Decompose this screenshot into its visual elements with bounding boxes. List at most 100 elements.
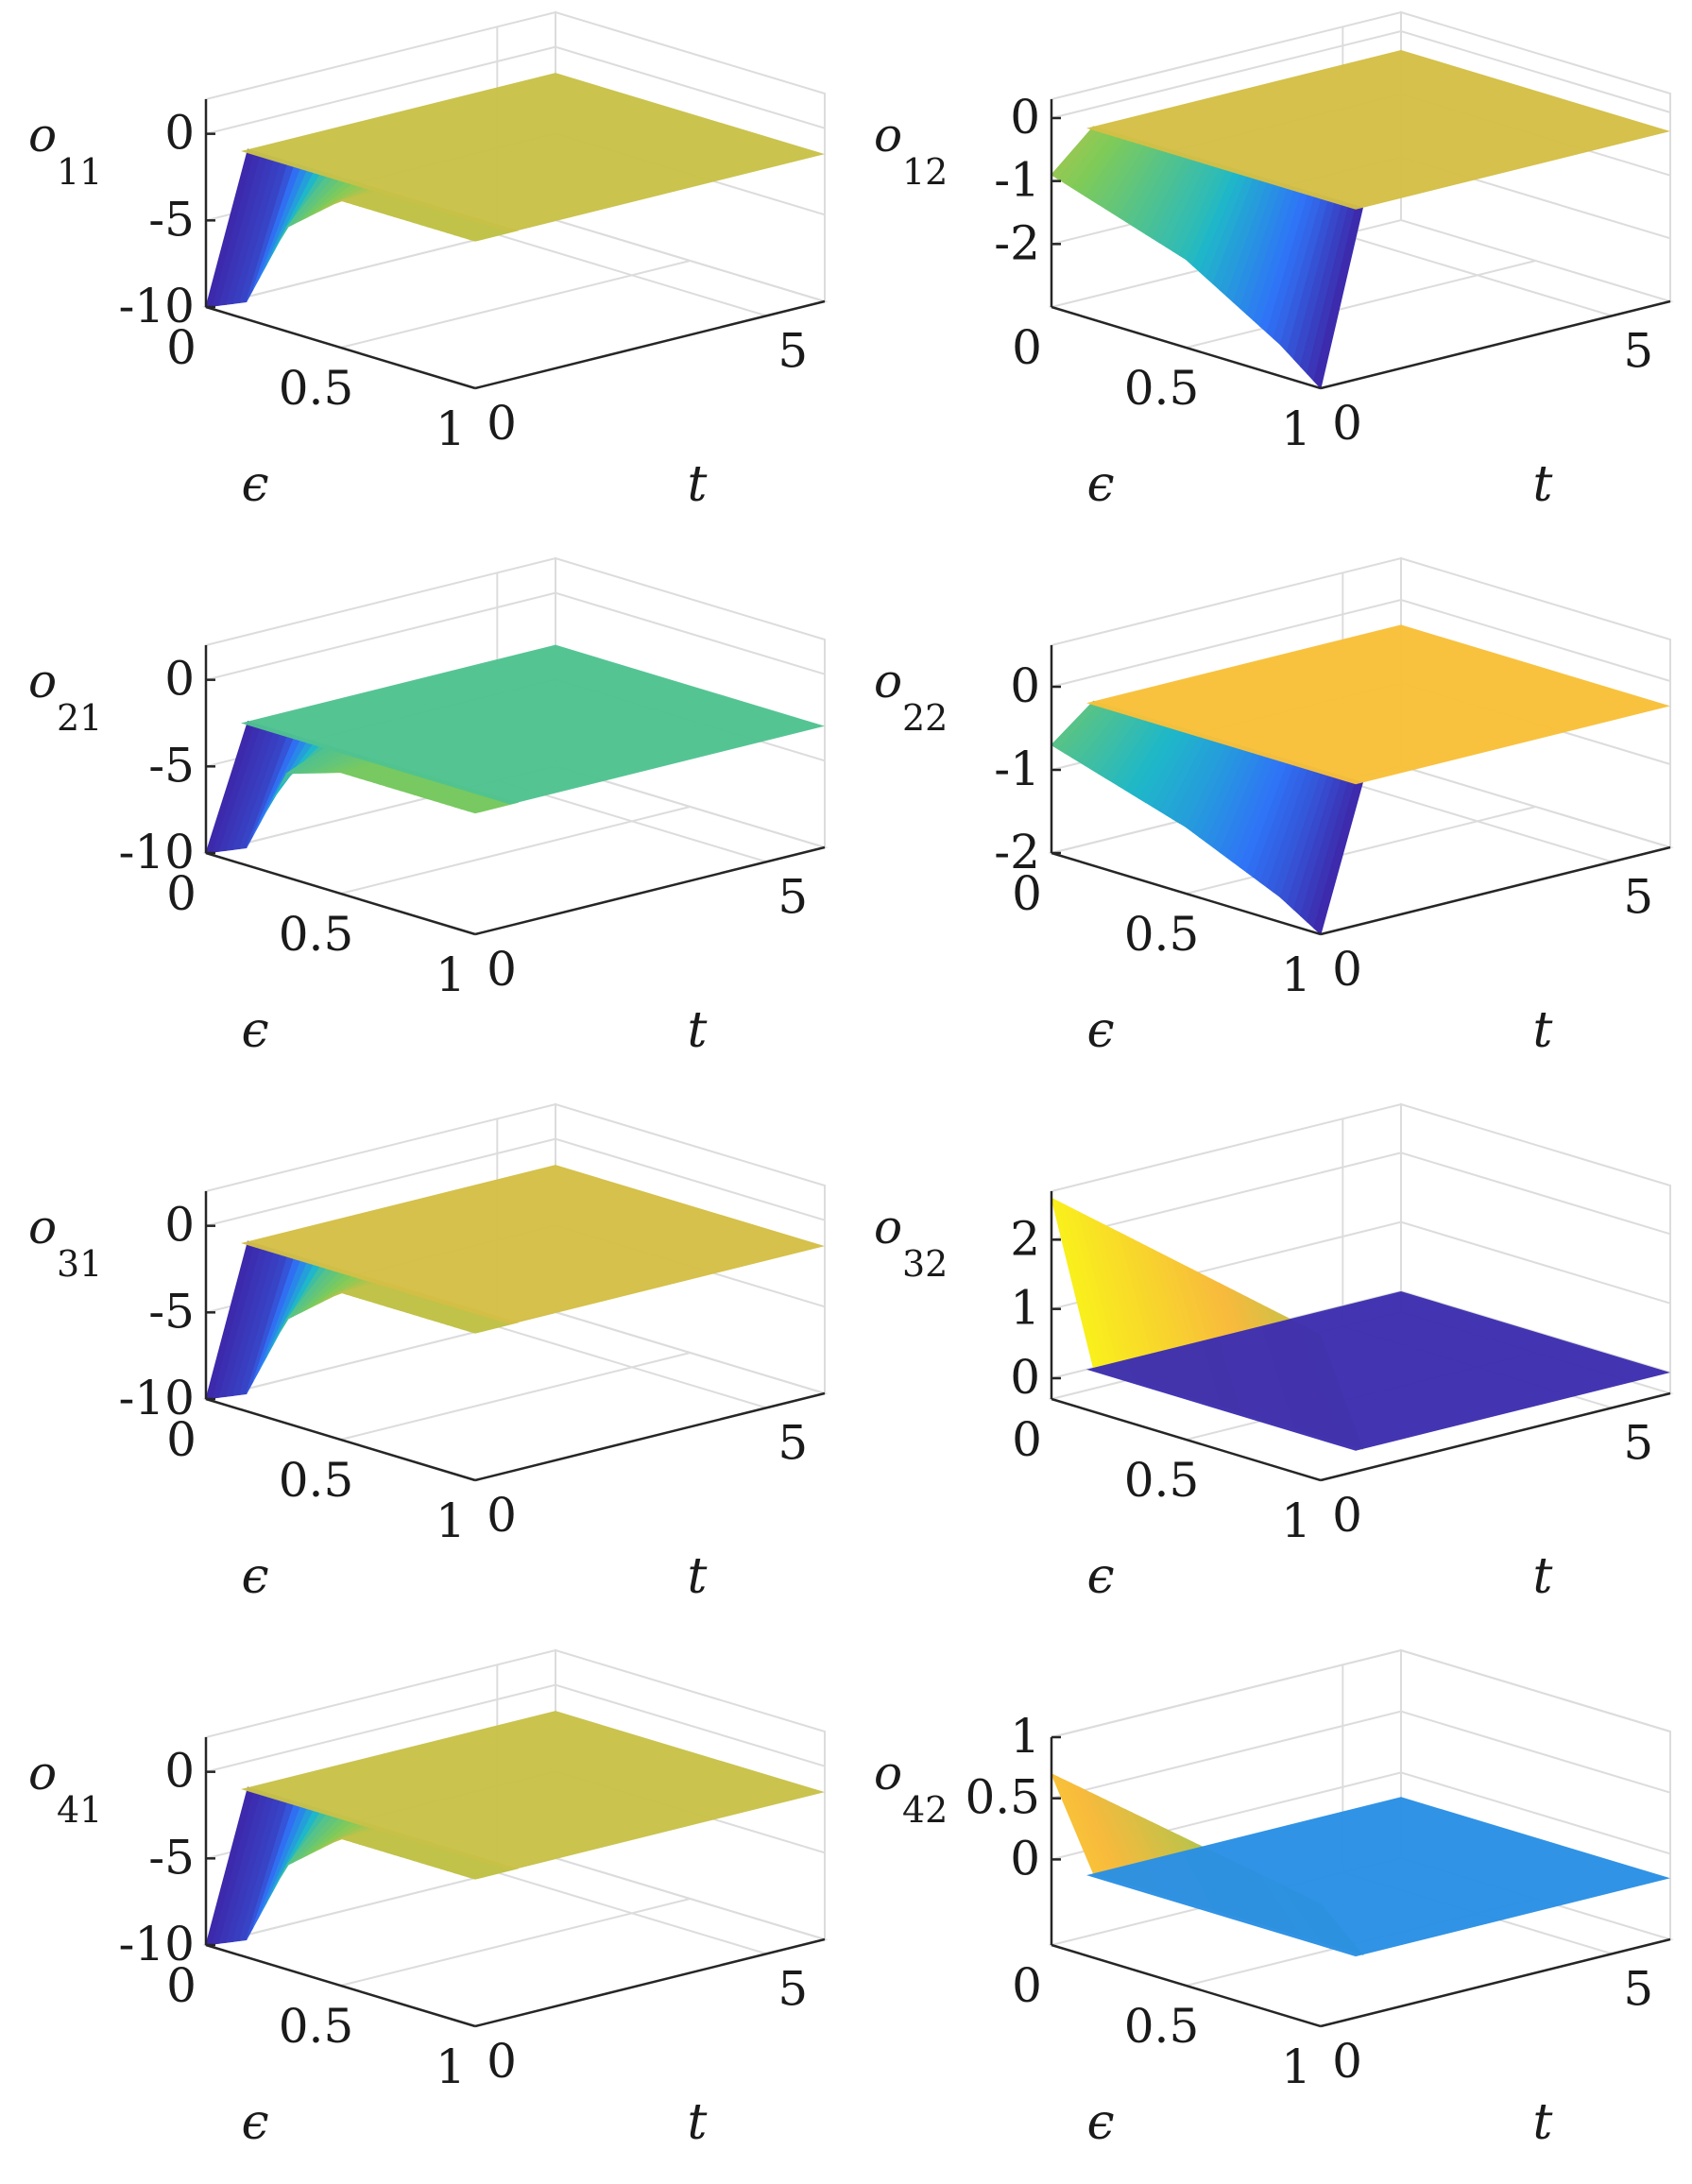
eps-tick-label: 0.5 [1124, 1999, 1200, 2054]
z-axis-label: o [874, 1746, 902, 1800]
floor-grid-line [497, 1325, 767, 1409]
floor-grid-line [340, 1898, 691, 1987]
z-tick-label: -1 [994, 153, 1040, 208]
eps-tick-label: 0 [1012, 866, 1042, 921]
z-tick-label: 0 [164, 106, 195, 161]
t-tick-label: 5 [1623, 1415, 1653, 1470]
wall-grid-line [1051, 598, 1671, 688]
z-tick-label: 0 [164, 1744, 195, 1799]
z-axis-label: o [874, 1200, 902, 1254]
t-axis-label: t [1533, 456, 1553, 513]
t-tick-label: 0 [1332, 396, 1362, 451]
z-tick-label: 0.5 [965, 1770, 1040, 1825]
surface-plateau [1086, 1797, 1670, 1957]
t-axis-label: t [1533, 1548, 1553, 1605]
floor-grid-line [1342, 779, 1613, 863]
z-axis-label-sub: 12 [902, 151, 948, 193]
eps-tick-label: 1 [1281, 2039, 1311, 2094]
t-axis [474, 1391, 826, 1482]
eps-axis-label: ϵ [1086, 456, 1114, 513]
surface-plateau [241, 73, 825, 232]
eps-tick-label: 0 [166, 1412, 197, 1467]
z-axis-label: o [28, 654, 57, 708]
z-tick-label: -10 [118, 1371, 195, 1425]
floor-grid-line [1342, 233, 1613, 317]
t-axis [474, 845, 826, 936]
back-wall-t [1400, 1102, 1671, 1393]
eps-axis [205, 851, 476, 936]
eps-tick-label: 0 [166, 866, 197, 921]
t-tick-label: 5 [778, 869, 808, 924]
eps-tick-label: 1 [436, 1493, 466, 1548]
floor-grid-line [497, 1871, 767, 1955]
t-axis-label: t [688, 1002, 708, 1059]
t-tick-label: 0 [1332, 942, 1362, 997]
z-axis-label: o [28, 1200, 57, 1254]
z-tick-label: -10 [118, 825, 195, 879]
t-axis-label: t [688, 1548, 708, 1605]
z-axis-label-sub: 42 [902, 1789, 948, 1831]
z-tick-label: 0 [1010, 90, 1040, 145]
eps-tick-label: 0.5 [279, 1453, 354, 1508]
wall-grid-line [205, 1137, 826, 1227]
wall-grid-line [205, 1856, 826, 1946]
eps-axis-label: ϵ [1086, 2094, 1114, 2151]
z-tick-label: -2 [994, 825, 1040, 879]
eps-tick-label: 0 [166, 1958, 197, 2013]
t-axis-label: t [688, 456, 708, 513]
surface-strip [466, 1866, 520, 1880]
t-axis-label: t [688, 2094, 708, 2151]
wall-grid-line [205, 591, 826, 681]
z-tick-label: 0 [1010, 1831, 1040, 1885]
t-tick-label: 5 [778, 1415, 808, 1470]
eps-tick-label: 0 [1012, 1412, 1042, 1467]
t-axis [1320, 299, 1671, 390]
eps-tick-label: 0 [1012, 320, 1042, 375]
eps-tick-label: 1 [436, 2039, 466, 2094]
z-tick-label: -10 [118, 279, 195, 333]
z-tick-label: 1 [1010, 1281, 1040, 1336]
eps-axis-label: ϵ [1086, 1002, 1114, 1059]
z-axis-label-sub: 11 [57, 151, 102, 193]
t-axis-label: t [1533, 1002, 1553, 1059]
t-axis-label: t [1533, 2094, 1553, 2151]
z-tick-label: -2 [994, 215, 1040, 270]
t-axis [474, 1937, 826, 2028]
eps-axis [1051, 851, 1322, 936]
t-tick-label: 5 [778, 1961, 808, 2016]
eps-axis-label: ϵ [241, 2094, 268, 2151]
z-tick-label: -10 [118, 1917, 195, 1971]
eps-tick-label: 1 [436, 947, 466, 1002]
eps-tick-label: 0.5 [279, 361, 354, 416]
t-tick-label: 0 [487, 942, 517, 997]
eps-tick-label: 0.5 [279, 907, 354, 962]
z-axis-label: o [28, 1746, 57, 1800]
t-tick-label: 5 [1623, 323, 1653, 378]
wall-grid-line [1051, 1152, 1671, 1241]
z-axis-label-sub: 21 [57, 697, 102, 739]
floor-grid-line [340, 260, 691, 349]
z-axis-label: o [874, 654, 902, 708]
z-tick-label: 0 [164, 1198, 195, 1253]
eps-axis-label: ϵ [241, 1548, 268, 1605]
wall-grid-line [205, 218, 826, 308]
floor-grid-line [340, 806, 691, 895]
wall-grid-line [1051, 1710, 1671, 1800]
z-axis-label-sub: 22 [902, 697, 948, 739]
t-tick-label: 0 [1332, 2034, 1362, 2089]
eps-axis [205, 305, 476, 390]
wall-grid-line [205, 45, 826, 135]
surface-strip [466, 1320, 520, 1334]
surface-plateau [1086, 1291, 1670, 1451]
floor-grid-line [497, 233, 767, 317]
z-axis-label: o [874, 108, 902, 162]
z-tick-label: 0 [1010, 658, 1040, 713]
t-tick-label: 5 [1623, 869, 1653, 924]
eps-tick-label: 1 [1281, 1493, 1311, 1548]
surface-plateau [1086, 50, 1670, 210]
